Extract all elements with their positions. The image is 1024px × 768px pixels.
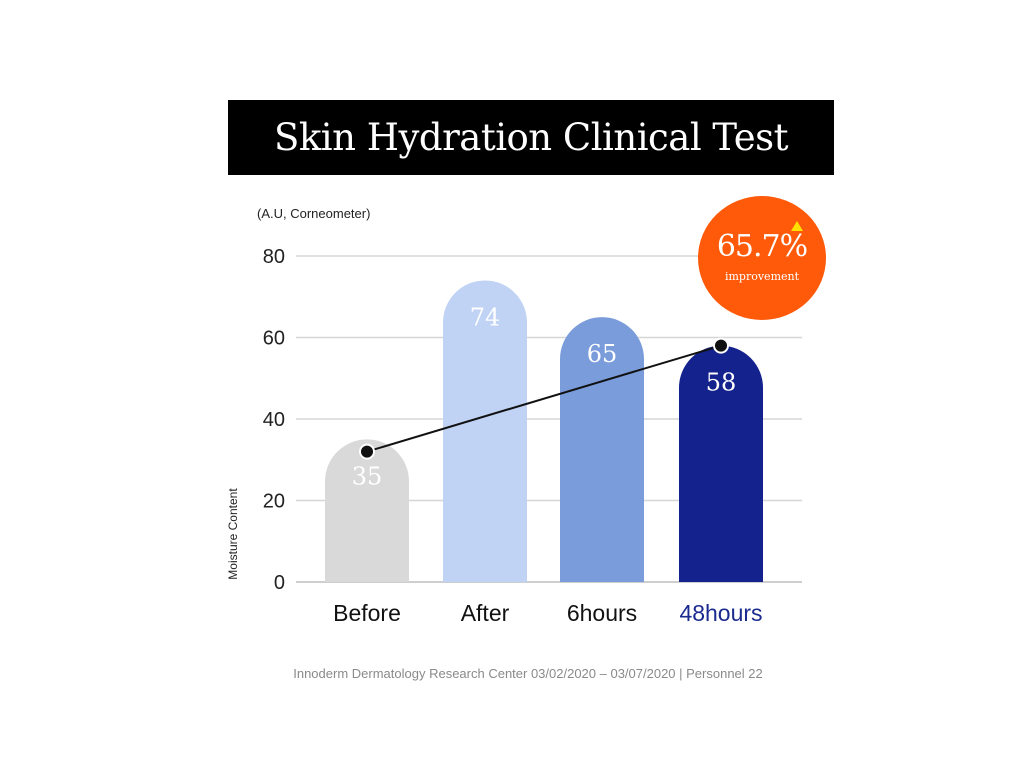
data-label: 74 [470,303,501,331]
y-tick-label: 60 [263,328,285,350]
trend-end-point [713,337,729,354]
x-tick-label: After [461,600,510,626]
source-footer: Innoderm Dermatology Research Center 03/… [293,666,763,681]
x-tick-label: 48hours [679,600,762,626]
bar-after [443,280,527,582]
improvement-value: 65.7% [716,229,808,264]
page-title: Skin Hydration Clinical Test [274,116,788,159]
y-tick-label: 0 [274,572,285,594]
x-tick-label: 6hours [567,600,637,626]
improvement-label: improvement [724,270,800,283]
trend-line [366,344,722,453]
data-label: 58 [706,369,737,397]
y-tick-label: 40 [263,409,285,431]
improvement-badge: 65.7% improvement [698,196,826,320]
title-banner: Skin Hydration Clinical Test [228,100,834,175]
triangle-up-icon [791,221,803,231]
y-tick-label: 80 [263,246,285,268]
x-tick-label: Before [333,600,401,626]
trend-start-point [359,443,375,460]
y-tick-label: 20 [263,491,285,513]
data-label: 35 [352,462,383,490]
bar-6hours [560,317,644,582]
unit-label: (A.U, Corneometer) [257,206,371,221]
bar-48hours [679,345,763,582]
bar-before [325,439,409,582]
data-label: 65 [587,340,618,368]
